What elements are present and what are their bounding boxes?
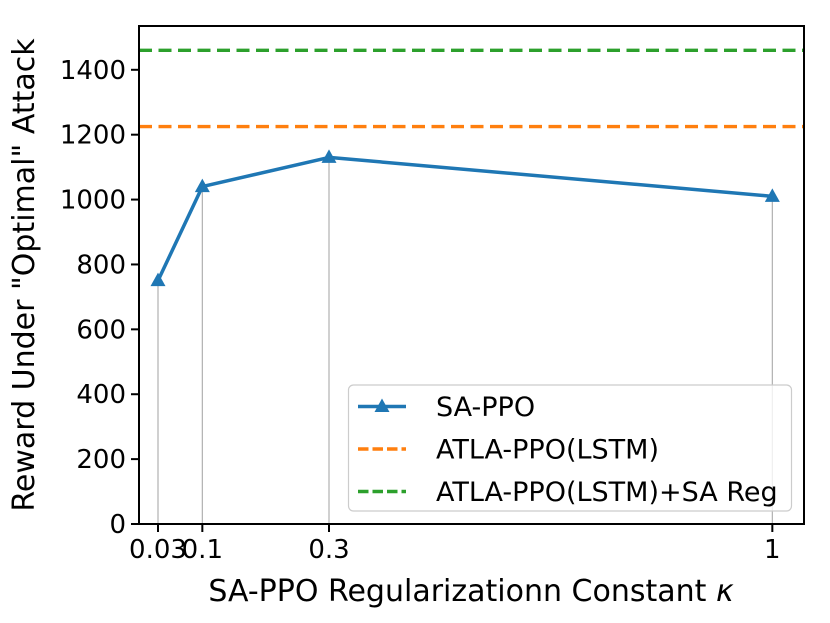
x-tick-label: 0.03 bbox=[129, 535, 187, 565]
legend-label: ATLA-PPO(LSTM)+SA Reg bbox=[436, 477, 778, 508]
sa-ppo-marker bbox=[150, 272, 166, 287]
axes-spines bbox=[138, 25, 805, 525]
legend-label: ATLA-PPO(LSTM) bbox=[436, 435, 659, 466]
sa-ppo-marker bbox=[321, 149, 337, 163]
x-tick-label: 0.1 bbox=[182, 535, 223, 565]
axis-ticks: 0 200 400 600 800 1000 1200 1400 0.030.1 0.3 1 bbox=[60, 56, 781, 565]
y-tick-label: 800 bbox=[76, 250, 126, 280]
y-tick-label: 1000 bbox=[60, 186, 126, 216]
y-tick-label: 1400 bbox=[60, 56, 126, 86]
plot-border bbox=[138, 25, 805, 525]
sa-ppo-line bbox=[156, 155, 773, 282]
sa-ppo-marker bbox=[764, 188, 780, 202]
y-tick-label: 1200 bbox=[60, 121, 126, 151]
legend-sample-marker bbox=[374, 398, 390, 412]
legend-box bbox=[347, 384, 793, 512]
x-tick-label: 0.3 bbox=[308, 535, 349, 565]
sa-ppo-marker bbox=[194, 178, 210, 193]
x-tick-label: 1 bbox=[764, 535, 781, 565]
data-series bbox=[150, 149, 780, 287]
y-tick-label: 0 bbox=[109, 510, 126, 540]
y-tick-label: 200 bbox=[76, 445, 126, 475]
y-tick-label: 600 bbox=[76, 315, 126, 345]
hlines bbox=[139, 48, 804, 129]
legend: SA-PPO ATLA-PPO(LSTM) ATLA-PPO(LSTM)+SA Re… bbox=[347, 384, 793, 512]
y-tick-label: 400 bbox=[76, 380, 126, 410]
y-axis-label: Reward Under "Optimal" Attack bbox=[7, 38, 42, 512]
legend-label: SA-PPO bbox=[436, 392, 535, 423]
x-axis-label: SA-PPO Regularizationn Constant κ bbox=[208, 574, 734, 609]
